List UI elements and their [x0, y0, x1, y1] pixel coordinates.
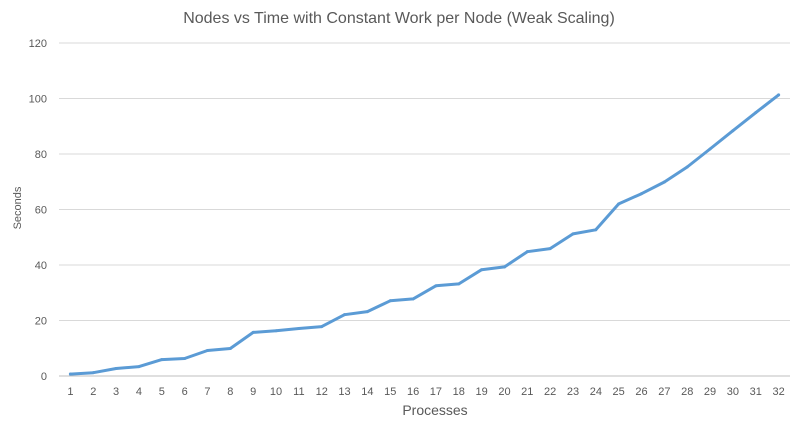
x-tick-label: 23	[567, 386, 579, 398]
data-point	[480, 268, 484, 272]
data-point	[525, 250, 529, 254]
data-point	[457, 282, 461, 286]
x-tick-label: 16	[407, 386, 419, 398]
x-tick-label: 19	[475, 386, 487, 398]
x-tick-label: 21	[521, 386, 533, 398]
x-tick-label: 18	[453, 386, 465, 398]
x-tick-label: 12	[316, 386, 328, 398]
data-point	[343, 313, 347, 317]
chart-title: Nodes vs Time with Constant Work per Nod…	[183, 10, 615, 27]
x-axis-title: Processes	[402, 402, 467, 418]
data-point	[183, 357, 187, 361]
x-tick-label: 20	[498, 386, 510, 398]
x-axis-ticks: 1 2 3 4 5 6 7 8 9 10 11 12 13 14 15 16 17 18 19 20 21 22 23 24 2…	[67, 386, 784, 398]
series-line	[68, 93, 781, 376]
data-point	[777, 93, 781, 97]
x-tick-label: 28	[681, 386, 693, 398]
x-tick-label: 25	[613, 386, 625, 398]
y-axis-ticks: 0 20 40 60 80 100 120	[29, 38, 47, 383]
series-layer	[68, 93, 781, 376]
x-tick-label: 26	[635, 386, 647, 398]
data-point	[320, 325, 324, 329]
x-tick-label: 27	[658, 386, 670, 398]
x-tick-label: 11	[293, 386, 304, 398]
data-point	[662, 180, 666, 184]
y-tick-label: 0	[41, 371, 47, 383]
y-tick-label: 100	[29, 94, 47, 106]
x-tick-label: 10	[270, 386, 282, 398]
x-tick-label: 15	[384, 386, 396, 398]
data-point	[434, 284, 438, 288]
data-point	[754, 111, 758, 115]
x-tick-label: 22	[544, 386, 556, 398]
x-tick-label: 4	[136, 386, 142, 398]
x-tick-label: 8	[227, 386, 233, 398]
y-tick-label: 80	[35, 149, 47, 161]
data-point	[731, 129, 735, 133]
x-tick-label: 7	[204, 386, 210, 398]
x-tick-label: 30	[727, 386, 739, 398]
x-tick-label: 6	[182, 386, 188, 398]
data-point	[205, 348, 209, 352]
data-point	[137, 365, 141, 369]
data-point	[365, 310, 369, 314]
gridlines	[59, 42, 790, 377]
x-tick-label: 32	[772, 386, 784, 398]
x-tick-label: 1	[67, 386, 73, 398]
data-point	[114, 367, 118, 371]
data-point	[297, 327, 301, 331]
data-point	[548, 247, 552, 251]
data-point	[708, 147, 712, 151]
data-point	[228, 347, 232, 351]
data-point	[640, 192, 644, 196]
data-point	[594, 228, 598, 232]
x-tick-label: 17	[430, 386, 442, 398]
data-point	[68, 372, 72, 376]
data-point	[274, 329, 278, 333]
y-tick-label: 20	[35, 316, 47, 328]
data-point	[571, 232, 575, 236]
data-point	[685, 165, 689, 169]
y-tick-label: 40	[35, 260, 47, 272]
data-point	[160, 358, 164, 362]
data-point	[388, 299, 392, 303]
y-tick-label: 60	[35, 205, 47, 217]
x-tick-label: 29	[704, 386, 716, 398]
x-tick-label: 5	[159, 386, 165, 398]
data-point	[251, 330, 255, 334]
x-tick-label: 31	[750, 386, 762, 398]
x-tick-label: 9	[250, 386, 256, 398]
data-point	[411, 297, 415, 301]
data-point	[502, 265, 506, 269]
y-tick-label: 120	[29, 38, 47, 50]
x-tick-label: 2	[90, 386, 96, 398]
x-tick-label: 3	[113, 386, 119, 398]
x-tick-label: 24	[590, 386, 602, 398]
x-tick-label: 13	[338, 386, 350, 398]
data-point	[91, 371, 95, 375]
x-tick-label: 14	[361, 386, 373, 398]
data-point	[617, 202, 621, 206]
y-axis-title: Seconds	[12, 186, 24, 229]
